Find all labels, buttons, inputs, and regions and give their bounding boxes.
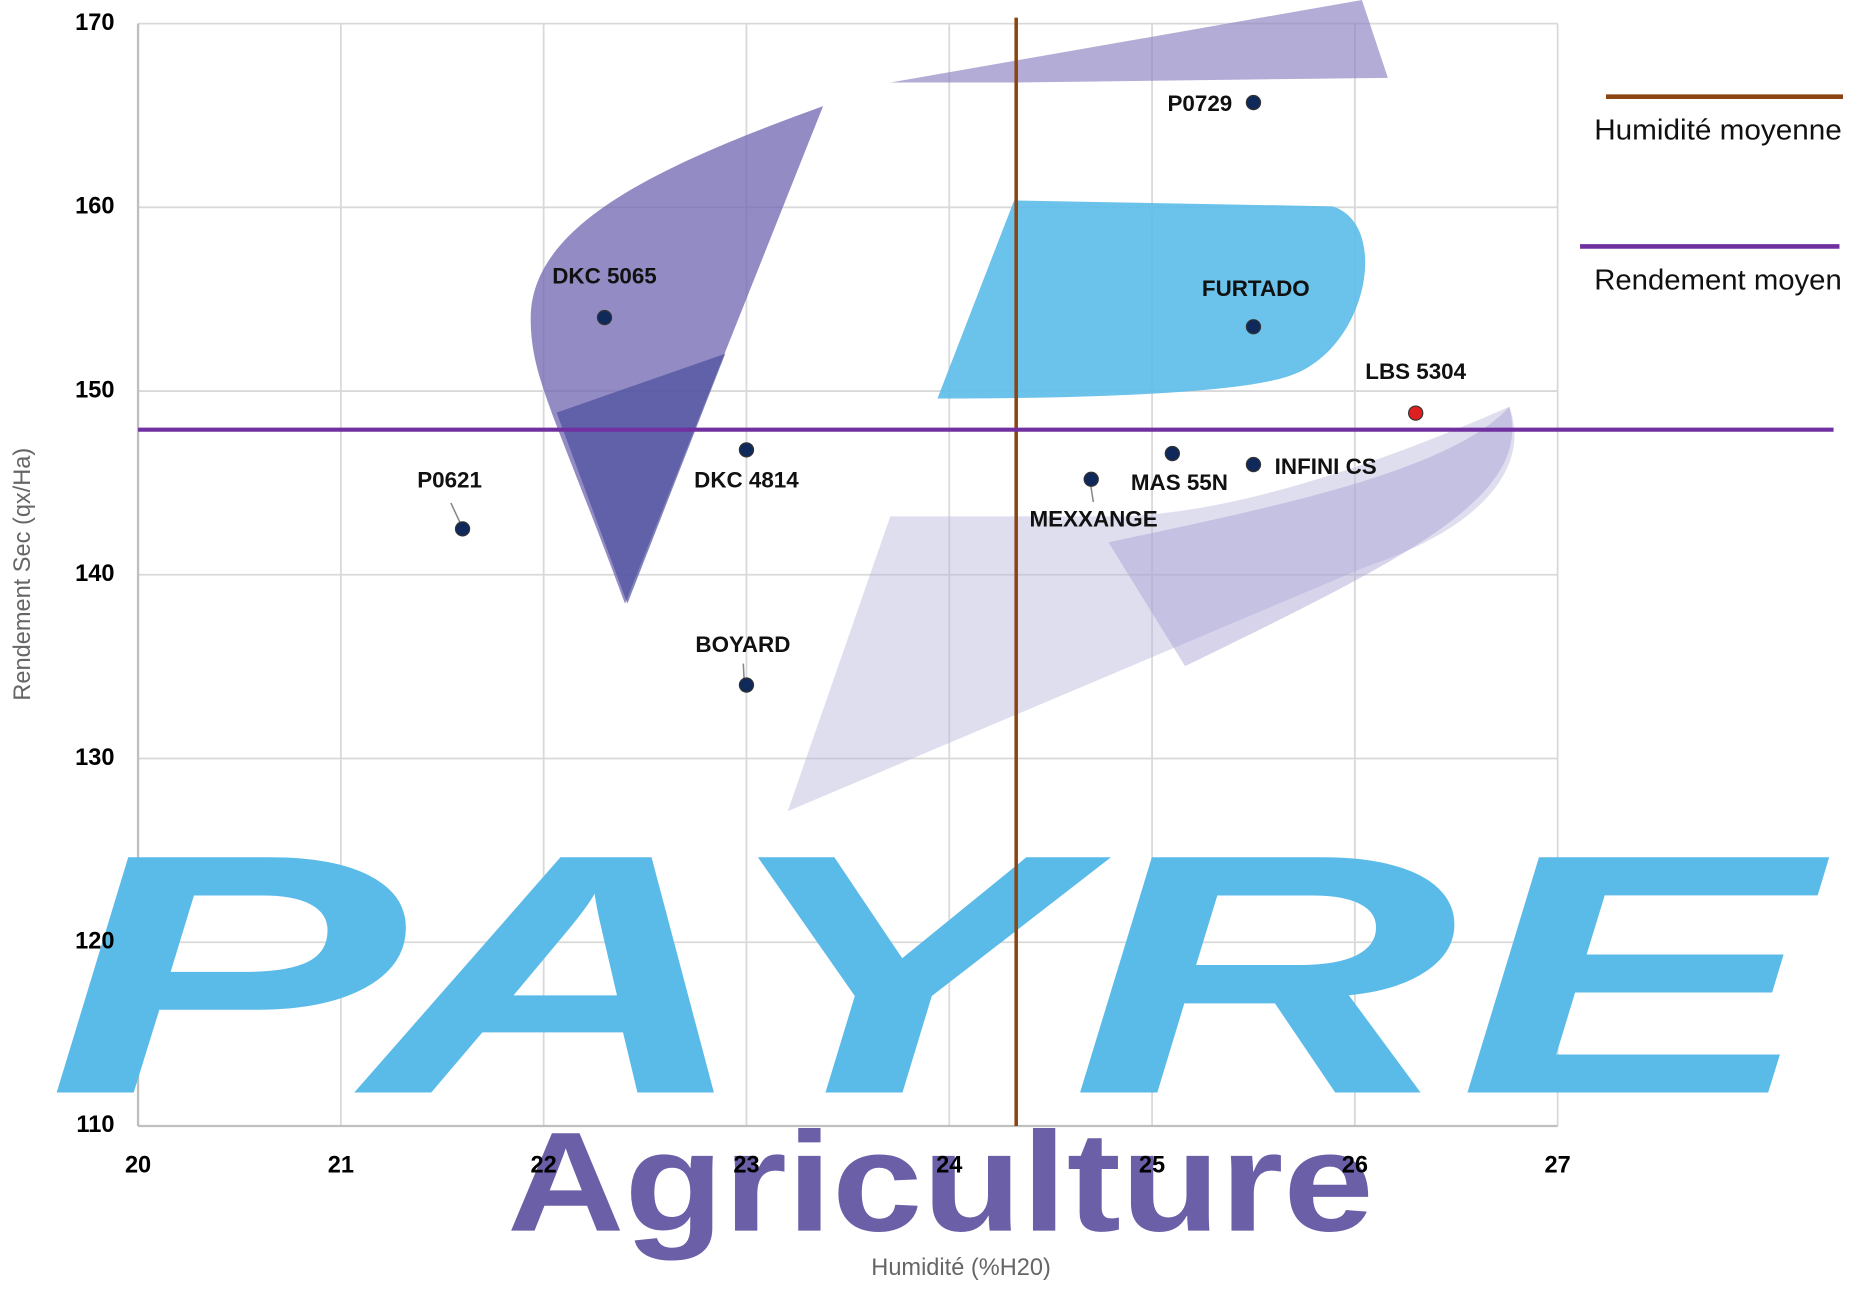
x-tick-label: 25 — [1139, 1151, 1165, 1177]
x-tick-label: 27 — [1545, 1151, 1571, 1177]
x-tick-label: 22 — [531, 1151, 557, 1177]
point-label: DKC 4814 — [694, 468, 799, 493]
x-tick-label: 21 — [328, 1151, 354, 1177]
point — [596, 309, 613, 326]
legend-label: Humidité moyenne — [1594, 114, 1842, 146]
plot: 110 120 130 140 150 160 170 20 21 22 23 24 25 26 27 Hum… — [75, 9, 1843, 1177]
y-axis-label: Rendement Sec (qx/Ha) — [9, 448, 35, 701]
point-label: MAS 55N — [1131, 470, 1228, 495]
point — [1164, 445, 1181, 462]
logo-shape — [530, 106, 824, 604]
y-tick-label: 130 — [75, 744, 114, 770]
y-tick-label: 170 — [75, 9, 114, 35]
legend-label: Rendement moyen — [1594, 263, 1842, 295]
logo-shape — [890, 0, 1388, 83]
leader-line — [742, 663, 745, 680]
logo-shape — [1108, 406, 1513, 667]
point-label: MEXXANGE — [1029, 506, 1157, 531]
watermark-text: PAYRE — [47, 784, 1835, 1166]
point-label: P0621 — [417, 468, 482, 493]
point — [738, 677, 755, 693]
leader-line — [450, 502, 461, 524]
point — [1245, 319, 1262, 335]
x-axis-label: Humidité (%H20) — [871, 1254, 1051, 1280]
y-tick-label: 150 — [75, 376, 114, 402]
point-label: FURTADO — [1202, 276, 1310, 301]
point — [1245, 456, 1262, 473]
point — [454, 521, 471, 537]
point — [1408, 405, 1424, 421]
y-tick-label: 140 — [75, 560, 114, 586]
watermark-text: Agriculture — [507, 1103, 1374, 1261]
point-label: LBS 5304 — [1365, 359, 1466, 384]
point — [738, 442, 755, 458]
point — [1245, 94, 1262, 111]
logo-shape — [937, 200, 1366, 399]
y-tick-label: 120 — [75, 928, 114, 954]
point-label: BOYARD — [695, 632, 790, 657]
logo-shape — [787, 406, 1515, 812]
x-tick-label: 23 — [733, 1151, 759, 1177]
x-tick-label: 24 — [936, 1151, 962, 1177]
y-tick-label: 110 — [76, 1111, 114, 1137]
x-tick-label: 26 — [1342, 1151, 1368, 1177]
x-tick-label: 20 — [125, 1151, 151, 1177]
logo-shape — [556, 353, 726, 604]
y-tick-label: 160 — [75, 193, 114, 219]
point-label: DKC 5065 — [552, 263, 657, 288]
point-label: P0729 — [1167, 91, 1232, 116]
point-label: INFINI CS — [1275, 454, 1377, 479]
watermark-shapes — [530, 0, 1515, 812]
point — [1083, 471, 1099, 487]
